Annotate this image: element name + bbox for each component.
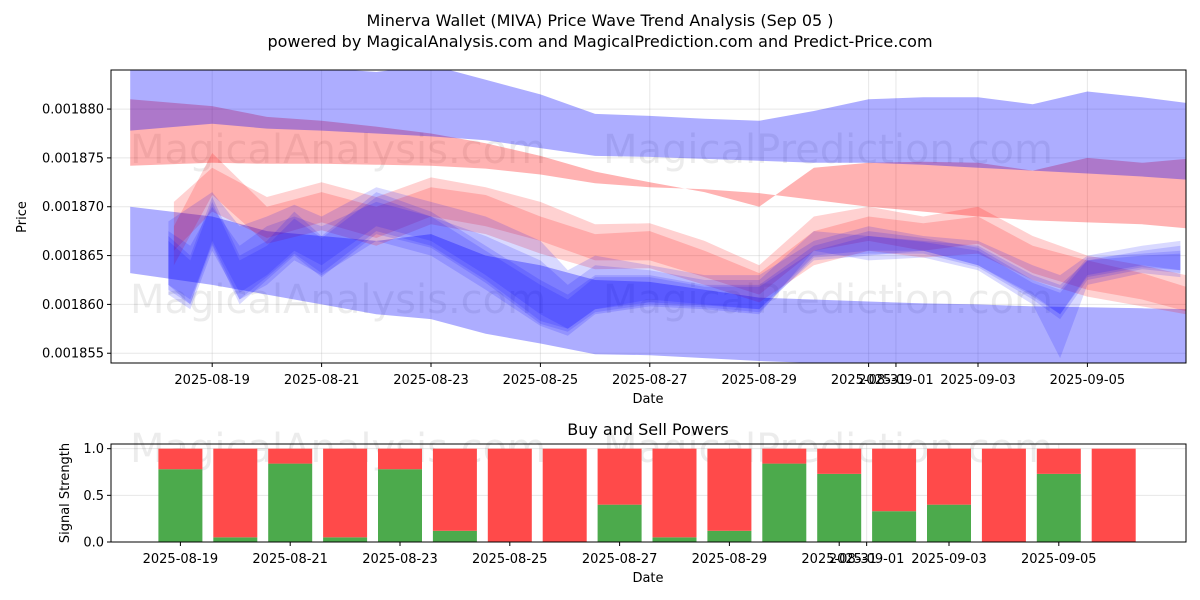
watermark-prediction-top: MagicalPrediction.com: [603, 127, 1053, 173]
sell-bar: [1091, 448, 1136, 542]
price-gridlines: [111, 70, 1186, 363]
buy-bar: [158, 469, 203, 542]
watermark-analysis-top: MagicalAnalysis.com: [130, 127, 546, 173]
sell-bar: [323, 448, 368, 538]
signal-y-axis-label: Signal Strength: [58, 443, 73, 543]
sell-bar: [817, 448, 862, 474]
price-y-axis-label: Price: [15, 201, 30, 233]
sell-bar: [597, 448, 642, 505]
sell-bar: [872, 448, 917, 512]
signal-x-tick-label: 2025-08-23: [362, 552, 438, 567]
price-x-tick-label: 2025-08-27: [612, 373, 688, 388]
price-x-tick-label: 2025-08-29: [721, 373, 797, 388]
signal-x-tick-label: 2025-08-19: [143, 552, 219, 567]
signal-x-ticks: 2025-08-19 2025-08-21 2025-08-23 2025-08-25…: [143, 542, 1097, 567]
signal-x-axis-label: Date: [632, 571, 663, 586]
buy-bar: [597, 504, 642, 542]
price-band: [130, 70, 1186, 180]
price-band: [168, 187, 1181, 329]
signal-x-tick-label: 2025-09-03: [911, 552, 987, 567]
price-plot-frame: [110, 69, 1187, 364]
price-y-tick-label: 0.001855: [42, 347, 104, 362]
buy-bar: [817, 473, 862, 542]
price-x-tick-label: 2025-08-25: [503, 373, 579, 388]
price-x-tick-label: 2025-09-05: [1050, 373, 1126, 388]
price-bands: [130, 70, 1186, 363]
signal-bars: [158, 448, 1136, 542]
buy-bar: [268, 463, 313, 542]
sell-bar: [762, 448, 807, 464]
buy-bar: [213, 537, 258, 542]
buy-bar: [927, 504, 971, 542]
signal-y-ticks: 0.0 0.5 1.0: [83, 442, 111, 551]
sell-bar: [268, 448, 313, 464]
price-y-ticks: 0.001855 0.001860 0.001865 0.001870 0.001875…: [42, 103, 111, 362]
sell-bar: [487, 448, 532, 542]
chart-subtitle: powered by MagicalAnalysis.com and Magic…: [267, 32, 932, 51]
price-y-tick-label: 0.001880: [42, 103, 104, 118]
signal-y-tick-label: 1.0: [83, 442, 104, 457]
sell-bar: [1036, 448, 1081, 474]
price-x-tick-label: 2025-08-31: [831, 373, 907, 388]
signal-x-tick-label: 2025-08-25: [472, 552, 548, 567]
signal-plot-frame: [110, 443, 1187, 543]
price-band-group: [130, 70, 1186, 363]
signal-x-tick-label: 2025-08-31: [801, 552, 877, 567]
signal-x-tick-label: 2025-08-21: [252, 552, 328, 567]
signal-y-tick-label: 0.0: [83, 536, 104, 551]
sell-bar: [707, 448, 752, 531]
price-x-tick-label: 2025-08-21: [284, 373, 360, 388]
sell-bar: [652, 448, 697, 538]
price-x-axis-label: Date: [632, 392, 663, 407]
sell-bar: [981, 448, 1026, 542]
price-x-tick-label: 2025-09-01: [858, 373, 934, 388]
bar-chart-title: Buy and Sell Powers: [567, 420, 729, 439]
buy-bar: [652, 537, 697, 542]
price-band: [173, 153, 1186, 315]
price-band: [173, 167, 1186, 312]
price-x-ticks: 2025-08-19 2025-08-21 2025-08-23 2025-08-25…: [174, 363, 1125, 388]
sell-bar: [158, 448, 203, 470]
price-x-tick-label: 2025-08-23: [393, 373, 469, 388]
sell-bar: [432, 448, 477, 531]
sell-bar: [542, 448, 587, 542]
signal-y-tick-label: 0.5: [83, 489, 104, 504]
watermark-analysis-mid: MagicalAnalysis.com: [130, 277, 546, 323]
price-band: [168, 201, 1181, 359]
signal-x-tick-label: 2025-09-01: [829, 552, 905, 567]
buy-bar: [323, 537, 368, 542]
price-band: [168, 197, 1181, 329]
signal-x-tick-label: 2025-09-05: [1021, 552, 1097, 567]
price-x-tick-label: 2025-09-03: [940, 373, 1016, 388]
price-band: [130, 206, 1186, 363]
buy-bar: [707, 530, 752, 542]
price-y-tick-label: 0.001875: [42, 151, 104, 166]
price-y-tick-label: 0.001870: [42, 200, 104, 215]
buy-bar: [432, 530, 477, 542]
buy-bar: [762, 463, 807, 542]
price-y-tick-label: 0.001860: [42, 298, 104, 313]
watermark-prediction-mid: MagicalPrediction.com: [603, 277, 1053, 323]
price-y-tick-label: 0.001865: [42, 249, 104, 264]
buy-bar: [378, 469, 422, 542]
sell-bar: [213, 448, 258, 538]
price-band: [130, 99, 1186, 229]
sell-bar: [378, 448, 422, 470]
sell-bar: [927, 448, 971, 505]
price-x-tick-label: 2025-08-19: [174, 373, 250, 388]
signal-x-tick-label: 2025-08-29: [692, 552, 768, 567]
buy-bar: [1036, 473, 1081, 542]
chart-title: Minerva Wallet (MIVA) Price Wave Trend A…: [367, 11, 834, 30]
buy-bar: [872, 511, 917, 542]
price-band: [168, 192, 1181, 332]
signal-x-tick-label: 2025-08-27: [582, 552, 658, 567]
